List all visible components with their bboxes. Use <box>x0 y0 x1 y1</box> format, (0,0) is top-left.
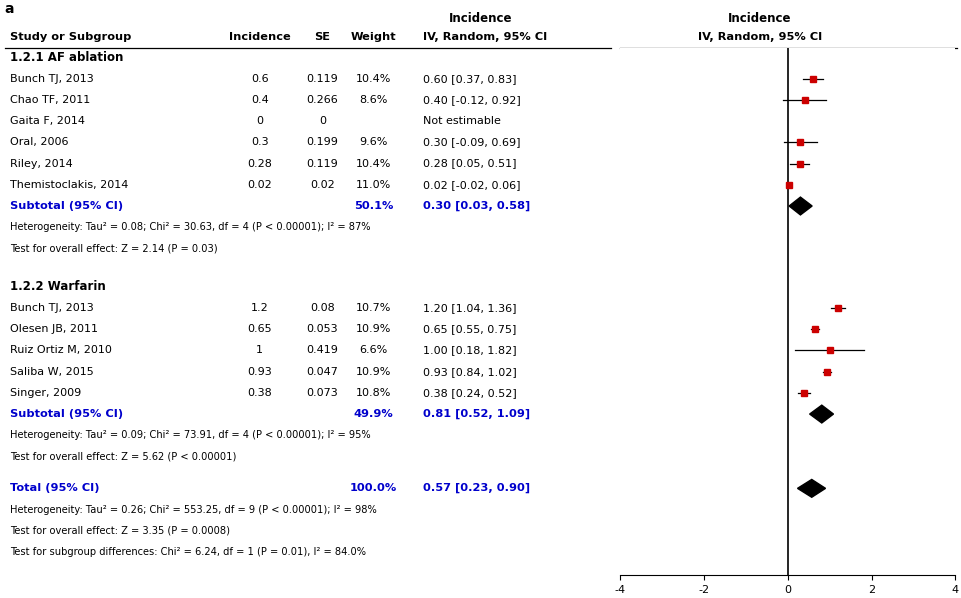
Text: 1.00 [0.18, 1.82]: 1.00 [0.18, 1.82] <box>423 346 516 355</box>
Text: 100.0%: 100.0% <box>349 483 397 493</box>
Text: 11.0%: 11.0% <box>356 180 390 190</box>
Text: Incidence: Incidence <box>449 11 512 25</box>
Text: 0.053: 0.053 <box>307 324 337 334</box>
Text: 0.81 [0.52, 1.09]: 0.81 [0.52, 1.09] <box>423 409 530 419</box>
Text: 10.7%: 10.7% <box>356 303 390 313</box>
Text: 0.3: 0.3 <box>251 138 268 147</box>
Text: a: a <box>5 2 14 16</box>
Polygon shape <box>809 405 832 423</box>
Text: Themistoclakis, 2014: Themistoclakis, 2014 <box>10 180 128 190</box>
Text: 10.9%: 10.9% <box>356 367 390 377</box>
Text: Subtotal (95% CI): Subtotal (95% CI) <box>10 201 123 211</box>
Text: 0.30 [-0.09, 0.69]: 0.30 [-0.09, 0.69] <box>423 138 520 147</box>
Text: Oral, 2006: Oral, 2006 <box>10 138 68 147</box>
Text: 9.6%: 9.6% <box>358 138 387 147</box>
Text: 0.073: 0.073 <box>306 388 338 398</box>
Text: Test for overall effect: Z = 5.62 (P < 0.00001): Test for overall effect: Z = 5.62 (P < 0… <box>10 451 235 462</box>
Text: Chao TF, 2011: Chao TF, 2011 <box>10 95 89 105</box>
Text: Incidence: Incidence <box>229 32 290 42</box>
Text: 10.4%: 10.4% <box>356 158 390 169</box>
Text: 0.28: 0.28 <box>247 158 272 169</box>
Text: 8.6%: 8.6% <box>358 95 387 105</box>
Text: 1.2: 1.2 <box>251 303 268 313</box>
Text: Saliba W, 2015: Saliba W, 2015 <box>10 367 93 377</box>
Text: IV, Random, 95% CI: IV, Random, 95% CI <box>697 32 822 42</box>
Text: 0.02 [-0.02, 0.06]: 0.02 [-0.02, 0.06] <box>423 180 520 190</box>
Text: 0: 0 <box>318 116 326 126</box>
Text: 1.2.1 AF ablation: 1.2.1 AF ablation <box>10 51 123 64</box>
Text: 0.419: 0.419 <box>306 346 338 355</box>
Text: Incidence: Incidence <box>727 11 791 25</box>
Text: 0.93 [0.84, 1.02]: 0.93 [0.84, 1.02] <box>423 367 516 377</box>
Text: Gaita F, 2014: Gaita F, 2014 <box>10 116 85 126</box>
Text: Weight: Weight <box>350 32 396 42</box>
Text: Heterogeneity: Tau² = 0.26; Chi² = 553.25, df = 9 (P < 0.00001); I² = 98%: Heterogeneity: Tau² = 0.26; Chi² = 553.2… <box>10 505 376 515</box>
Text: 0.60 [0.37, 0.83]: 0.60 [0.37, 0.83] <box>423 74 516 84</box>
Text: 0.02: 0.02 <box>247 180 272 190</box>
Text: Bunch TJ, 2013: Bunch TJ, 2013 <box>10 303 93 313</box>
Text: IV, Random, 95% CI: IV, Random, 95% CI <box>423 32 547 42</box>
Text: 6.6%: 6.6% <box>358 346 387 355</box>
Text: 0.28 [0.05, 0.51]: 0.28 [0.05, 0.51] <box>423 158 516 169</box>
Text: 10.9%: 10.9% <box>356 324 390 334</box>
Text: Bunch TJ, 2013: Bunch TJ, 2013 <box>10 74 93 84</box>
Text: 0.08: 0.08 <box>309 303 334 313</box>
Text: SE: SE <box>314 32 330 42</box>
Text: 0.119: 0.119 <box>306 74 338 84</box>
Text: 0.65 [0.55, 0.75]: 0.65 [0.55, 0.75] <box>423 324 516 334</box>
Text: Heterogeneity: Tau² = 0.08; Chi² = 30.63, df = 4 (P < 0.00001); I² = 87%: Heterogeneity: Tau² = 0.08; Chi² = 30.63… <box>10 222 370 232</box>
Text: Test for subgroup differences: Chi² = 6.24, df = 1 (P = 0.01), I² = 84.0%: Test for subgroup differences: Chi² = 6.… <box>10 547 365 557</box>
Text: 0: 0 <box>256 116 263 126</box>
Text: 0.047: 0.047 <box>306 367 338 377</box>
Text: 1.2.2 Warfarin: 1.2.2 Warfarin <box>10 280 106 293</box>
Text: 0.4: 0.4 <box>251 95 268 105</box>
Text: 0.30 [0.03, 0.58]: 0.30 [0.03, 0.58] <box>423 201 530 211</box>
Text: Test for overall effect: Z = 3.35 (P = 0.0008): Test for overall effect: Z = 3.35 (P = 0… <box>10 526 230 536</box>
Text: Not estimable: Not estimable <box>423 116 501 126</box>
Text: 0.119: 0.119 <box>306 158 338 169</box>
Text: 10.8%: 10.8% <box>356 388 390 398</box>
Text: 50.1%: 50.1% <box>354 201 392 211</box>
Text: Subtotal (95% CI): Subtotal (95% CI) <box>10 409 123 419</box>
Text: 0.266: 0.266 <box>306 95 338 105</box>
Text: Heterogeneity: Tau² = 0.09; Chi² = 73.91, df = 4 (P < 0.00001); I² = 95%: Heterogeneity: Tau² = 0.09; Chi² = 73.91… <box>10 431 370 440</box>
Text: Ruiz Ortiz M, 2010: Ruiz Ortiz M, 2010 <box>10 346 111 355</box>
Polygon shape <box>797 480 825 498</box>
Text: Olesen JB, 2011: Olesen JB, 2011 <box>10 324 97 334</box>
Text: 1.20 [1.04, 1.36]: 1.20 [1.04, 1.36] <box>423 303 516 313</box>
Polygon shape <box>788 197 811 215</box>
Text: 0.57 [0.23, 0.90]: 0.57 [0.23, 0.90] <box>423 483 530 493</box>
Text: Study or Subgroup: Study or Subgroup <box>10 32 131 42</box>
Text: 0.199: 0.199 <box>306 138 338 147</box>
Text: 0.38: 0.38 <box>247 388 272 398</box>
Text: Singer, 2009: Singer, 2009 <box>10 388 81 398</box>
Text: 49.9%: 49.9% <box>353 409 393 419</box>
Text: 0.93: 0.93 <box>247 367 272 377</box>
Text: 10.4%: 10.4% <box>356 74 390 84</box>
Text: 0.40 [-0.12, 0.92]: 0.40 [-0.12, 0.92] <box>423 95 521 105</box>
Text: 1: 1 <box>256 346 263 355</box>
Text: 0.6: 0.6 <box>251 74 268 84</box>
Text: 0.38 [0.24, 0.52]: 0.38 [0.24, 0.52] <box>423 388 516 398</box>
Text: Test for overall effect: Z = 2.14 (P = 0.03): Test for overall effect: Z = 2.14 (P = 0… <box>10 243 217 254</box>
Text: 0.65: 0.65 <box>247 324 272 334</box>
Text: 0.02: 0.02 <box>309 180 334 190</box>
Text: Total (95% CI): Total (95% CI) <box>10 483 99 493</box>
Text: Riley, 2014: Riley, 2014 <box>10 158 72 169</box>
